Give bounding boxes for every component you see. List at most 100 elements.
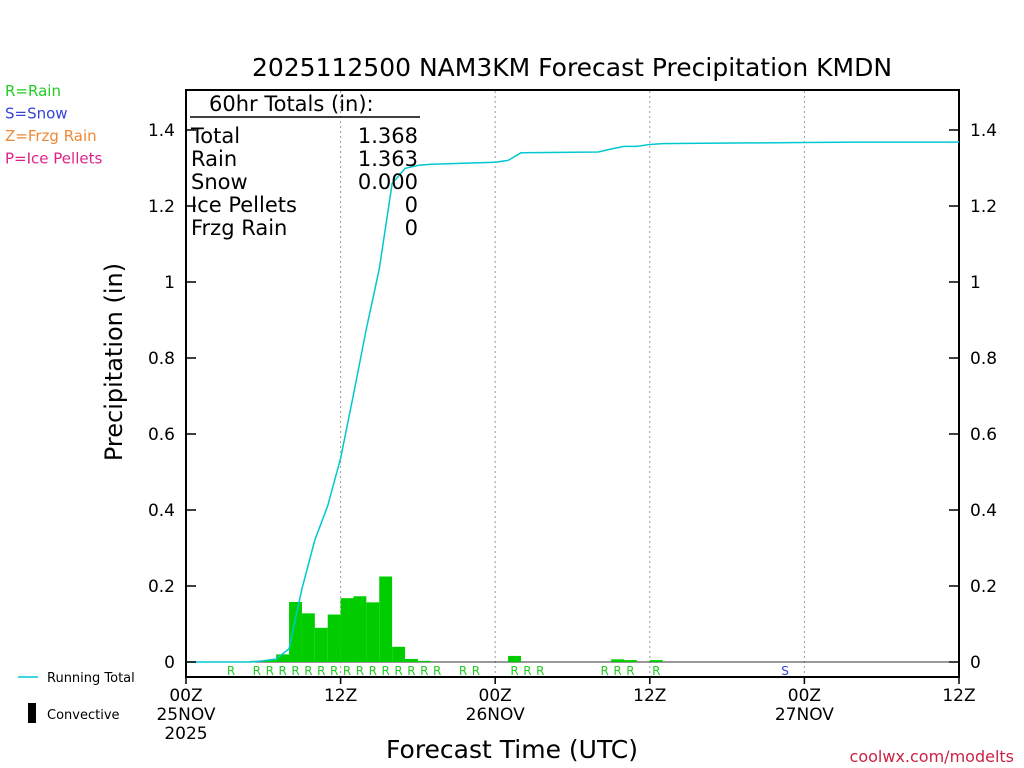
precip-bar [405,658,418,662]
convective-legend-swatch [28,703,36,723]
y-tick-label: 1.2 [148,197,175,217]
precip-bar [379,576,393,662]
precip-bar [366,602,380,662]
precip-bar [417,660,431,662]
precip-bar [301,613,315,662]
totals-box: 60hr Totals (in): Total 1.368 Rain 1.363 Sno… [190,92,420,240]
totals-row-label: Snow [191,170,248,194]
totals-row-label: Rain [191,147,237,171]
x-tick-date: 26NOV [466,705,525,725]
x-tick-date: 27NOV [775,705,834,725]
y-tick-label: 0.4 [148,501,175,521]
y-tick-label-right: 0.8 [970,349,997,369]
precip-bar [314,627,328,662]
ptype-marker: R [433,664,441,678]
ptype-marker: R [394,664,402,678]
ptype-marker: R [278,664,286,678]
ptype-legend-item: P=Ice Pellets [5,150,102,168]
totals-row-label: Total [190,124,240,148]
ptype-marker: R [420,664,428,678]
y-tick-label-right: 1 [970,273,981,293]
x-axis-label: Forecast Time (UTC) [386,735,638,764]
ptype-legend-item: S=Snow [5,105,68,123]
precip-bar [392,646,406,662]
y-tick-label-right: 0 [970,653,981,673]
ptype-marker: R [472,664,480,678]
precip-bar [649,660,663,662]
totals-row-value: 0 [405,193,418,217]
ptype-marker: R [266,664,274,678]
totals-row-value: 1.368 [358,124,418,148]
y-tick-label: 0.2 [148,577,175,597]
ptype-marker: R [536,664,544,678]
running-total-line [186,141,959,663]
x-tick-label: 00Z [479,686,512,706]
y-tick-label-right: 0.2 [970,577,997,597]
y-axis-label: Precipitation (in) [100,263,128,461]
y-axis-right: 0 0.2 0.4 0.6 0.8 1 1.2 1.4 [949,121,997,673]
x-tick-label: 12Z [633,686,666,706]
x-tick-label: 12Z [324,686,357,706]
ptype-marker: R [601,664,609,678]
ptype-marker: R [510,664,518,678]
ptype-marker: R [330,664,338,678]
precip-bar [353,596,367,662]
y-tick-label: 1.4 [148,121,175,141]
ptype-marker: R [459,664,467,678]
totals-row-value: 0.000 [358,170,418,194]
ptype-marker: S [781,664,789,678]
precip-bars [250,576,663,662]
y-tick-label: 0.8 [148,349,175,369]
totals-row-value: 0 [405,216,418,240]
plot-frame [185,89,960,678]
x-tick-date: 25NOV [156,705,215,725]
x-tick-year: 2025 [164,724,207,744]
precip-bar [327,614,341,662]
running-total-legend-label: Running Total [47,671,135,686]
ptype-marker: R [652,664,660,678]
totals-row-label: Ice Pellets [191,193,297,217]
precip-bar [624,660,637,662]
precip-bar [611,659,625,662]
ptype-legend-item: Z=Frzg Rain [5,127,97,145]
ptype-legend-item: R=Rain [5,82,61,100]
totals-row-value: 1.363 [358,147,418,171]
chart-title: 2025112500 NAM3KM Forecast Precipitation… [252,53,892,82]
y-tick-label-right: 0.6 [970,425,997,445]
totals-row-label: Frzg Rain [191,216,287,240]
ptype-marker: R [407,664,415,678]
ptype-marker: R [626,664,634,678]
y-tick-label-right: 0.4 [970,501,997,521]
series-legend: Running Total Convective [18,671,135,723]
credit-text: coolwx.com/modelts [850,747,1014,766]
ptype-marker: R [227,664,235,678]
ptype-marker: R [253,664,261,678]
ptype-marker: R [291,664,299,678]
ptype-marker: R [356,664,364,678]
y-axis-left: 0 0.2 0.4 0.6 0.8 1 1.2 1.4 [148,121,196,673]
ptype-marker: R [382,664,390,678]
y-tick-label-right: 1.2 [970,197,997,217]
ptype-legend: R=Rain S=Snow Z=Frzg Rain P=Ice Pellets [5,82,102,168]
x-tick-label: 00Z [169,686,202,706]
ptype-marker: R [369,664,377,678]
x-tick-label: 12Z [942,686,975,706]
precip-bar [508,655,521,662]
y-tick-label: 0 [164,653,175,673]
totals-rows: Total 1.368 Rain 1.363 Snow 0.000 Ice Pellets 0… [190,124,418,240]
precip-bar [263,660,277,662]
precip-bar [276,654,290,662]
x-tick-label: 00Z [788,686,821,706]
convective-legend-label: Convective [47,708,120,723]
precip-bar [289,601,302,662]
ptype-marker: R [317,664,325,678]
y-tick-label: 0.6 [148,425,175,445]
precip-bar [340,598,354,662]
ptype-marker: R [613,664,621,678]
y-tick-label-right: 1.4 [970,121,997,141]
y-tick-label: 1 [164,273,175,293]
totals-header: 60hr Totals (in): [209,92,374,116]
